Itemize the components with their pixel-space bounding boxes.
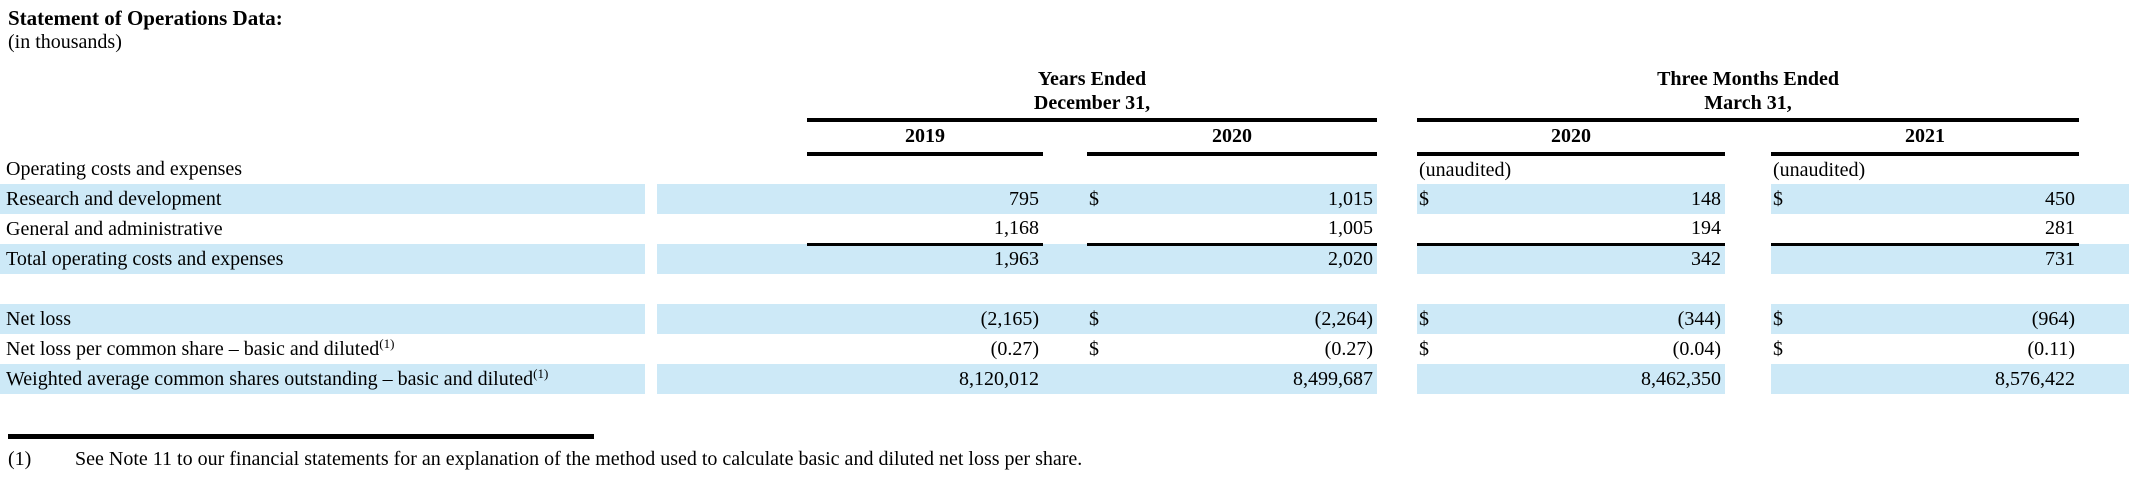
page-subtitle: (in thousands): [8, 31, 122, 53]
value-2020: 1,015: [1137, 184, 1377, 214]
value-2020: (2,264): [1137, 304, 1377, 334]
row-label: Research and development: [0, 184, 645, 214]
currency-symbol: $: [1417, 304, 1467, 334]
value-2019: (0.27): [990, 337, 1039, 360]
footnote-reference: (1): [533, 365, 549, 381]
spacer-cell: [1377, 334, 1417, 364]
value-2020-q1: 342: [1467, 244, 1725, 274]
table-row-research-and-development: Research and development 795 $ 1,015 $ 1…: [0, 184, 2129, 214]
currency-symbol: [1087, 364, 1137, 394]
year-column-2020-q1: 2020: [1417, 120, 1725, 156]
value-2020-q1: 194: [1467, 214, 1725, 246]
currency-symbol: $: [1087, 304, 1137, 334]
value-2020: 2,020: [1137, 244, 1377, 274]
currency-symbol: $: [1087, 184, 1137, 214]
spacer-cell: [1377, 244, 1417, 274]
value-2020: (0.27): [1324, 337, 1373, 360]
spacer-cell: [645, 244, 657, 274]
value-2021-q1: 8,576,422: [1821, 364, 2080, 394]
value-2021-q1: (0.11): [2027, 337, 2076, 360]
spacer-cell: [645, 364, 657, 394]
currency-symbol: [1771, 214, 1821, 246]
value-2019: (2,165): [807, 304, 1043, 334]
currency-symbol: $: [1419, 337, 1429, 360]
value-2019: 1,168: [807, 214, 1043, 246]
value-2021-q1: 731: [1821, 244, 2080, 274]
blank-row: [0, 274, 2129, 304]
spacer-cell: [645, 304, 657, 334]
currency-symbol: [1087, 214, 1137, 246]
value-2020-q1: 8,462,350: [1467, 364, 1725, 394]
table-row-total-operating-costs: Total operating costs and expenses 1,963…: [0, 244, 2129, 274]
row-label: Net loss per common share – basic and di…: [6, 335, 395, 360]
value-2021-q1: 281: [1821, 214, 2080, 246]
value-2019: 8,120,012: [807, 364, 1043, 394]
value-2019: 1,963: [807, 244, 1043, 274]
spacer-cell: [1725, 364, 1771, 394]
spacer-cell: [645, 334, 657, 364]
table-row-general-and-administrative: General and administrative 1,168 1,005 1…: [0, 214, 2129, 246]
value-2019: 795: [807, 184, 1043, 214]
statement-of-operations-table: Years Ended December 31, Three Months En…: [0, 67, 2129, 394]
currency-symbol: [1417, 244, 1467, 274]
currency-symbol: $: [1417, 184, 1467, 214]
column-group-line2: December 31,: [1033, 92, 1151, 114]
row-label: Net loss: [0, 304, 645, 334]
currency-symbol: $: [1773, 337, 1783, 360]
value-2020-q1: 148: [1467, 184, 1725, 214]
value-2021-q1: (964): [1821, 304, 2080, 334]
spacer-cell: [1725, 244, 1771, 274]
spacer-cell: [1725, 334, 1771, 364]
spacer-cell: [645, 214, 657, 244]
currency-symbol: [1417, 214, 1467, 246]
year-column-2020: 2020: [1087, 120, 1377, 156]
spacer-cell: [1725, 214, 1771, 244]
footnote-divider: [8, 434, 594, 439]
row-label: General and administrative: [6, 217, 223, 240]
footnote-text: See Note 11 to our financial statements …: [75, 448, 1083, 470]
value-2020-q1: (0.04): [1672, 337, 1721, 360]
currency-symbol: [1771, 244, 1821, 274]
value-2020-q1: (344): [1467, 304, 1725, 334]
row-label: Weighted average common shares outstandi…: [0, 364, 645, 394]
spacer-cell: [645, 184, 657, 214]
table-row-net-loss-per-share: Net loss per common share – basic and di…: [0, 334, 2129, 364]
currency-symbol: $: [1089, 337, 1099, 360]
unaudited-label: (unaudited): [1419, 158, 1512, 181]
spacer-cell: [1377, 364, 1417, 394]
footnote-marker: (1): [8, 448, 32, 470]
value-2021-q1: 450: [1821, 184, 2080, 214]
column-group-three-months-ended: Three Months Ended March 31,: [1417, 67, 2080, 122]
spacer-cell: [1725, 304, 1771, 334]
table-row-weighted-average-shares: Weighted average common shares outstandi…: [0, 364, 2129, 394]
currency-symbol: [1087, 244, 1137, 274]
column-group-header-row: Years Ended December 31, Three Months En…: [0, 67, 2129, 122]
unaudited-label: (unaudited): [1773, 158, 1866, 181]
section-header-row: Operating costs and expenses (unaudited)…: [0, 154, 2129, 184]
currency-symbol: [1771, 364, 1821, 394]
spacer-cell: [1377, 214, 1417, 244]
column-group-line2: March 31,: [1704, 92, 1792, 114]
year-column-2019: 2019: [807, 120, 1043, 156]
value-2020: 1,005: [1137, 214, 1377, 246]
currency-symbol: [1417, 364, 1467, 394]
table-row-net-loss: Net loss (2,165) $ (2,264) $ (344) $ (96…: [0, 304, 2129, 334]
section-label: Operating costs and expenses: [6, 157, 243, 180]
row-label: Total operating costs and expenses: [0, 244, 645, 274]
spacer-cell: [1377, 304, 1417, 334]
footnote: (1) See Note 11 to our financial statemen…: [0, 439, 2129, 471]
column-group-years-ended: Years Ended December 31,: [807, 67, 1377, 122]
column-group-line1: Years Ended: [1037, 68, 1147, 90]
spacer-cell: [1377, 184, 1417, 214]
year-column-2021-q1: 2021: [1771, 120, 2080, 156]
page-title: Statement of Operations Data:: [8, 6, 283, 30]
spacer-cell: [1725, 184, 1771, 214]
currency-symbol: $: [1771, 184, 1821, 214]
year-header-row: 2019 2020 2020 2021: [0, 120, 2129, 156]
value-2020: 8,499,687: [1137, 364, 1377, 394]
currency-symbol: $: [1771, 304, 1821, 334]
footnote-reference: (1): [379, 335, 395, 351]
column-group-line1: Three Months Ended: [1657, 68, 1839, 90]
